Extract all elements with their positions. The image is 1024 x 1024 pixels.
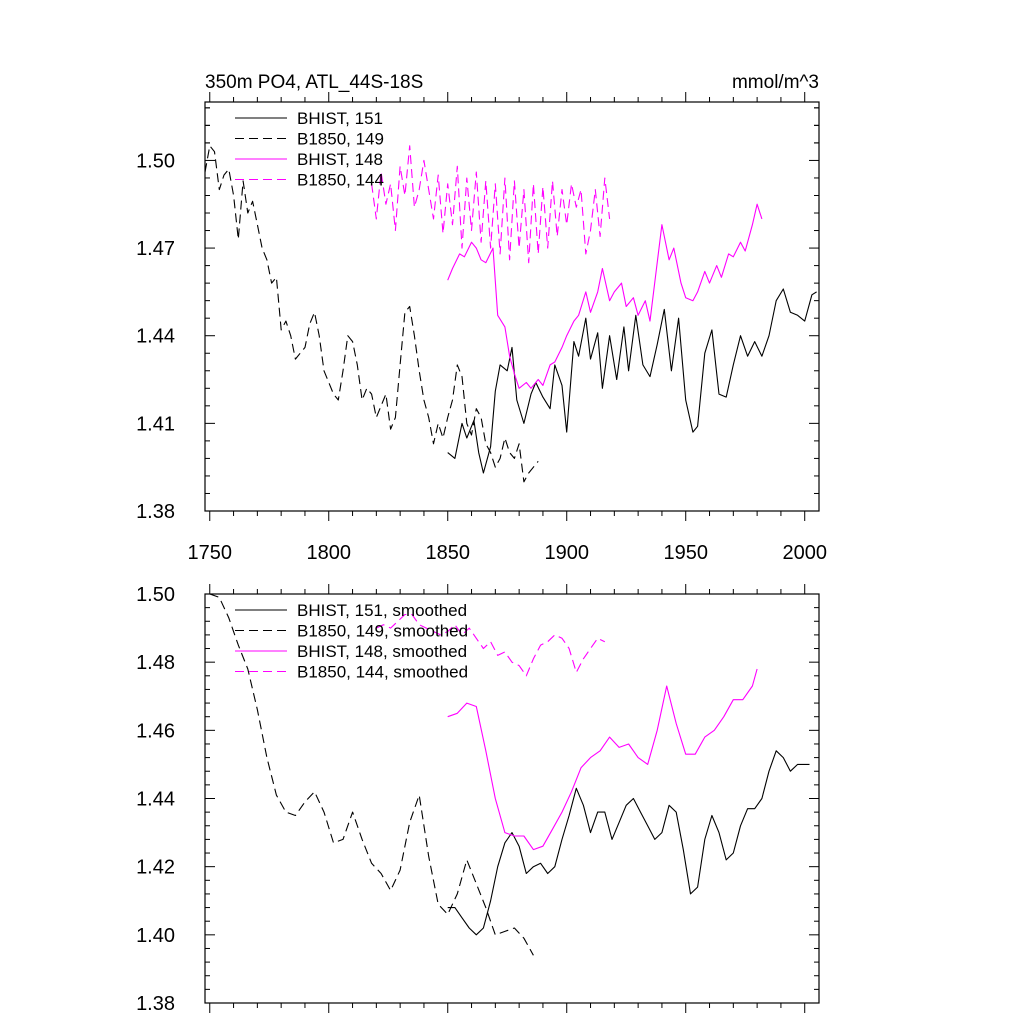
bottom-legend-label-2: B1850, 149, smoothed <box>297 622 468 641</box>
top-x-tick-label: 1850 <box>425 542 470 564</box>
bottom-series <box>209 593 810 956</box>
bottom-y-tick-label: 1.38 <box>136 993 175 1015</box>
top-y-tick-label: 1.47 <box>136 238 175 260</box>
bottom-y-tick-label: 1.44 <box>136 789 175 811</box>
top-series-2-line <box>204 145 539 483</box>
top-y-tick-label: 1.38 <box>136 501 175 523</box>
top-x-tick-label: 2000 <box>782 542 827 564</box>
bottom-y-tick-label: 1.50 <box>136 584 175 606</box>
top-legend-label-1: BHIST, 151 <box>297 109 383 128</box>
bottom-ticks: 1.38 1.40 1.42 1.44 1.46 1.48 1.50 <box>136 584 819 1015</box>
bottom-legend: BHIST, 151, smoothed B1850, 149, smoothed… <box>235 601 468 682</box>
bottom-series-3-line <box>447 668 758 851</box>
top-legend-label-3: BHIST, 148 <box>297 150 383 169</box>
bottom-legend-label-3: BHIST, 148, smoothed <box>297 642 467 661</box>
top-legend-label-2: B1850, 149 <box>297 130 384 149</box>
top-series-4-line <box>371 145 611 264</box>
top-title: 350m PO4, ATL_44S-18S <box>205 72 423 93</box>
top-ticks: 1750 1800 1850 1900 1950 2000 1.38 1.41 1.44 1.47… <box>136 92 827 564</box>
top-x-tick-label: 1900 <box>544 542 589 564</box>
bottom-series-1-line <box>447 750 810 936</box>
top-x-tick-label: 1950 <box>663 542 708 564</box>
top-x-tick-label: 1750 <box>188 542 233 564</box>
top-legend-label-4: B1850, 144 <box>297 171 384 190</box>
top-y-tick-label: 1.41 <box>136 413 175 435</box>
top-x-tick-label: 1800 <box>307 542 352 564</box>
bottom-y-tick-label: 1.48 <box>136 652 175 674</box>
bottom-y-tick-label: 1.42 <box>136 857 175 879</box>
top-plot-frame <box>204 101 820 512</box>
bottom-legend-label-1: BHIST, 151, smoothed <box>297 601 467 620</box>
bottom-series-4-line <box>376 613 606 677</box>
top-panel: 350m PO4, ATL_44S-18S mmol/m^3 1750 1800 1… <box>136 72 827 564</box>
top-series <box>204 145 817 483</box>
bottom-y-tick-label: 1.40 <box>136 925 175 947</box>
bottom-panel: 1.38 1.40 1.42 1.44 1.46 1.48 1.50 BHIST, 151,… <box>136 584 820 1015</box>
top-y-tick-label: 1.44 <box>136 326 175 348</box>
top-y-tick-label: 1.50 <box>136 150 175 172</box>
top-series-3-line <box>447 203 763 389</box>
top-units: mmol/m^3 <box>732 72 819 93</box>
bottom-legend-label-4: B1850, 144, smoothed <box>297 663 468 682</box>
top-series-1-line <box>447 288 817 474</box>
bottom-series-2-line <box>209 593 534 956</box>
bottom-y-tick-label: 1.46 <box>136 720 175 742</box>
